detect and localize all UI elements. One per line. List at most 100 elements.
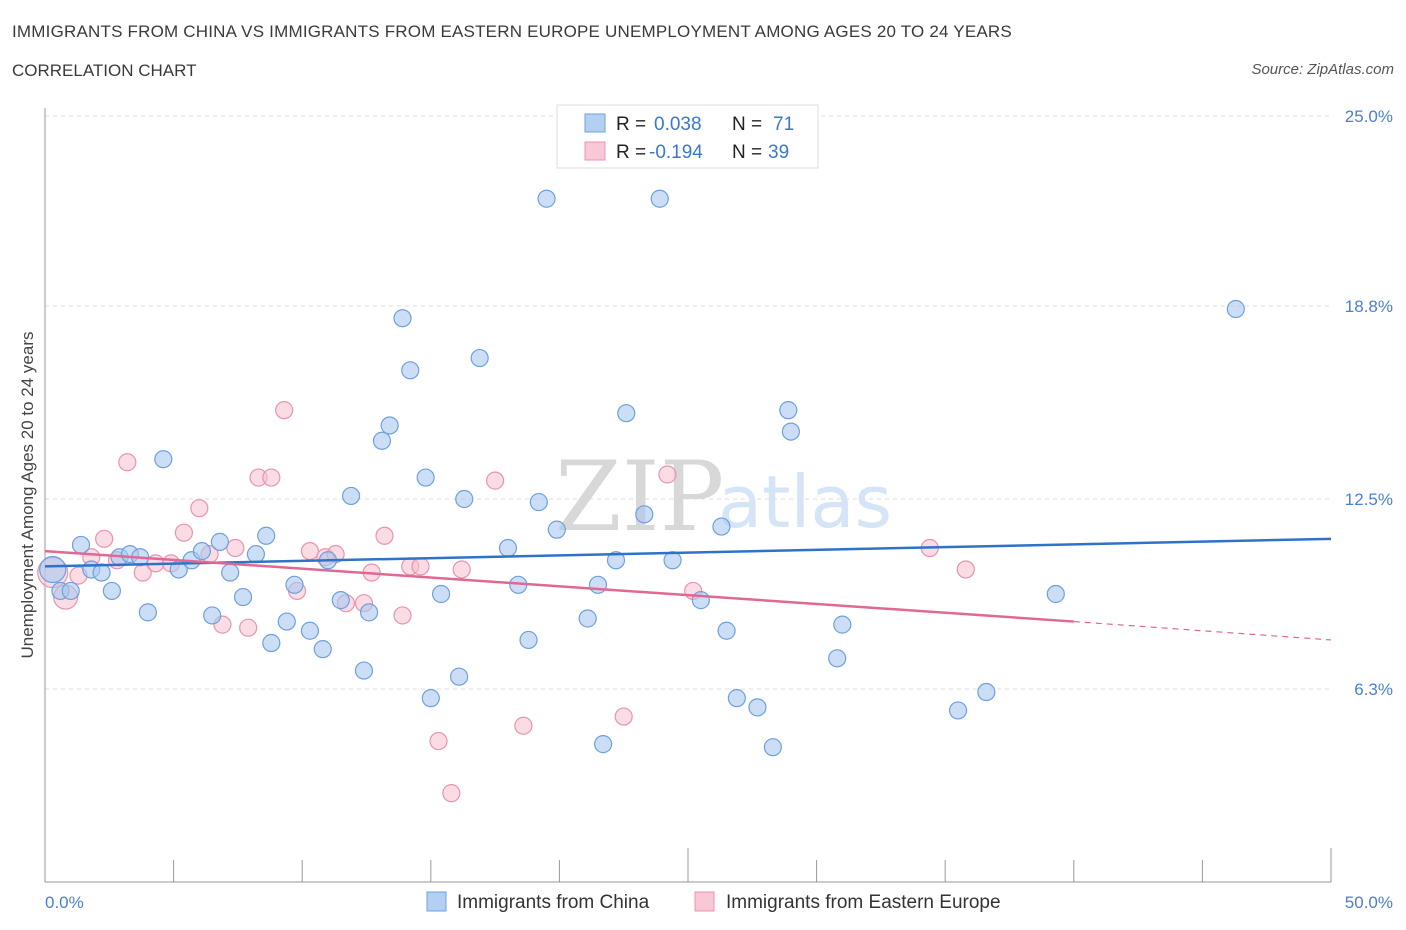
china-point: [210, 532, 229, 551]
eastern-europe-point: [275, 401, 294, 420]
china-point: [779, 401, 798, 420]
china-n-label: N =: [732, 114, 762, 135]
china-point: [617, 404, 636, 423]
china-point: [71, 535, 91, 555]
china-point: [331, 591, 350, 610]
bottom-legend-china-swatch: [426, 891, 447, 912]
china-trend-line: [44, 537, 1332, 568]
x-tick-label-max: 50.0%: [1345, 893, 1393, 912]
china-point: [748, 698, 767, 717]
ee-r-value: -0.194: [649, 142, 703, 163]
ee-n-label: N =: [732, 142, 762, 163]
china-point: [285, 575, 304, 594]
china-point: [449, 667, 469, 686]
china-point: [455, 489, 474, 509]
chart-title: IMMIGRANTS FROM CHINA VS IMMIGRANTS FROM…: [12, 22, 1012, 41]
china-point: [1226, 299, 1245, 319]
china-point: [102, 581, 121, 601]
eastern-europe-point: [452, 560, 471, 579]
stats-legend: R = 0.038 N = 71 R = -0.194 N = 39: [556, 104, 819, 169]
china-point: [833, 615, 852, 634]
china-point: [663, 551, 682, 570]
china-point: [547, 520, 566, 539]
china-point: [727, 689, 746, 708]
watermark-atlas: atlas: [718, 460, 892, 544]
trend-lines: [44, 537, 1332, 641]
bottom-legend-ee-swatch: [694, 891, 715, 912]
x-ticks: [44, 848, 1332, 882]
china-point: [401, 361, 420, 380]
china-point: [977, 682, 996, 702]
china-r-label: R =: [616, 114, 646, 135]
eastern-europe-point: [614, 707, 633, 726]
y-tick-label: 25.0%: [1345, 107, 1393, 126]
eastern-europe-point: [174, 523, 193, 542]
eastern-europe-point: [300, 541, 320, 561]
china-point: [431, 584, 451, 604]
china-point: [712, 517, 731, 536]
ee-n-value: 39: [768, 142, 789, 163]
eastern-europe-point: [411, 557, 430, 576]
china-point: [39, 555, 67, 584]
eastern-europe-point: [514, 716, 533, 735]
china-point: [691, 591, 710, 610]
china-point: [393, 309, 412, 328]
eastern-europe-point: [95, 529, 114, 548]
china-point: [154, 450, 173, 469]
china-point: [221, 563, 240, 582]
source-label: Source: ZipAtlas.com: [1251, 61, 1394, 78]
eastern-europe-point: [658, 465, 677, 484]
china-point: [313, 640, 332, 659]
china-point: [359, 603, 379, 622]
china-point: [578, 609, 597, 628]
watermark: ZIP atlas: [555, 441, 892, 553]
eastern-europe-point: [226, 538, 245, 558]
y-axis-label: Unemployment Among Ages 20 to 24 years: [18, 332, 37, 659]
china-swatch: [584, 113, 606, 133]
china-point: [257, 526, 276, 545]
x-tick-label-min: 0.0%: [45, 893, 84, 912]
china-point: [594, 735, 613, 754]
china-point: [380, 416, 399, 435]
china-point: [717, 621, 736, 640]
china-point: [300, 621, 320, 640]
bottom-legend: Immigrants from China Immigrants from Ea…: [426, 891, 1001, 913]
eastern-europe-point: [393, 606, 412, 625]
eastern-europe-trend-line: [44, 549, 1074, 623]
china-point: [416, 468, 435, 487]
y-tick-label: 12.5%: [1345, 490, 1393, 509]
china-r-value: 0.038: [654, 114, 702, 135]
china-point: [192, 541, 211, 561]
y-tick-label: 6.3%: [1354, 680, 1393, 699]
eastern-europe-point: [239, 618, 258, 637]
china-point: [588, 575, 608, 594]
eastern-europe-trend-extension: [1073, 620, 1332, 641]
china-point: [763, 738, 782, 757]
china-point: [277, 612, 296, 631]
eastern-europe-point: [956, 560, 975, 579]
china-point: [354, 661, 374, 680]
china-point: [948, 701, 968, 720]
china-point: [781, 422, 800, 441]
china-point: [92, 563, 111, 582]
eastern-europe-point: [486, 471, 505, 490]
china-point: [519, 630, 538, 650]
bottom-legend-china-label: Immigrants from China: [457, 892, 650, 913]
china-point: [529, 492, 548, 512]
china-point: [650, 189, 669, 208]
china-point: [421, 689, 440, 708]
china-point: [828, 649, 847, 668]
eastern-europe-point: [190, 499, 209, 518]
eastern-europe-point: [262, 468, 281, 487]
y-tick-label: 18.8%: [1345, 297, 1393, 316]
chart-subtitle: CORRELATION CHART: [12, 61, 197, 80]
eastern-europe-point: [429, 731, 448, 751]
ee-swatch: [584, 141, 606, 161]
eastern-europe-point: [118, 453, 137, 472]
eastern-europe-point: [375, 526, 394, 545]
china-point: [233, 587, 253, 607]
china-point: [498, 538, 518, 558]
china-point: [537, 189, 556, 208]
watermark-zip: ZIP: [555, 441, 724, 553]
ee-r-label: R =: [616, 142, 646, 163]
